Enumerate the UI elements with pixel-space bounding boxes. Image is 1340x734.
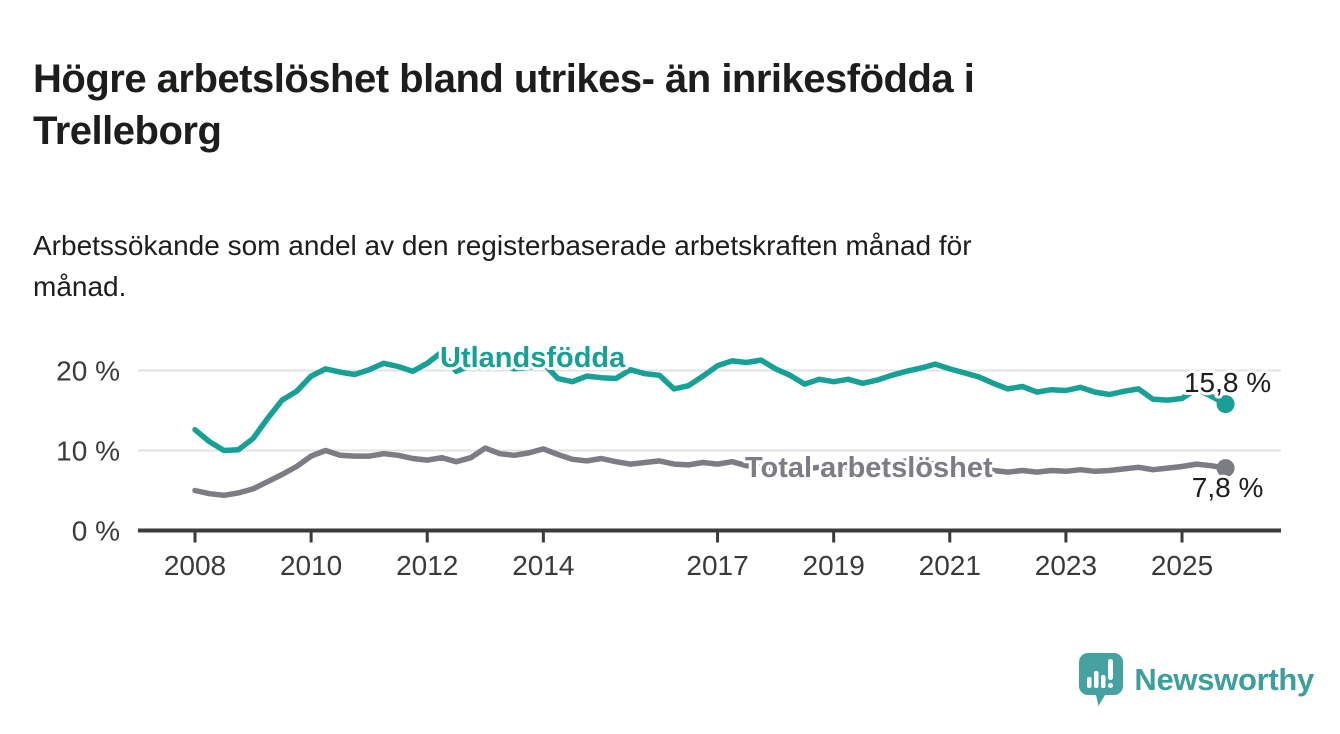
y-tick-label: 0 % [72,516,120,547]
newsworthy-logo: Newsworthy [1079,652,1314,708]
x-tick-label: 2023 [1035,550,1097,581]
end-value-label-utlandsfodda: 15,8 % [1184,367,1271,398]
chart-title: Högre arbetslöshet bland utrikes- än inr… [33,56,975,153]
x-tick-label: 2010 [280,550,342,581]
chart-subtitle: Arbetssökande som andel av den registerb… [33,230,972,302]
exclamation-dot [1108,683,1114,688]
y-tick-label: 20 % [56,356,120,387]
series-label-total: Total arbetslöshet [745,452,993,484]
series-label-utlandsfodda: Utlandsfödda [440,342,626,374]
x-tick-label: 2014 [512,550,574,581]
series-line-total [192,445,1229,499]
x-tick-label: 2012 [396,550,458,581]
bar-3 [1101,675,1106,688]
x-tick-label: 2008 [164,550,226,581]
bar-1 [1087,677,1092,688]
series-end-dot-utlandsfodda [1216,395,1235,414]
x-tick-label: 2019 [803,550,865,581]
series-line-utlandsfodda [192,349,1229,454]
x-tick-label: 2017 [686,550,748,581]
newsworthy-bubble-icon [1079,653,1124,706]
end-value-label-total: 7,8 % [1192,472,1264,503]
series-end-dot-total [1216,459,1235,478]
bar-2 [1094,671,1099,688]
brand-name: Newsworthy [1134,662,1314,697]
y-tick-label: 10 % [56,436,120,467]
exclamation-line [1108,659,1114,680]
x-tick-label: 2021 [919,550,981,581]
x-tick-label: 2025 [1151,550,1213,581]
